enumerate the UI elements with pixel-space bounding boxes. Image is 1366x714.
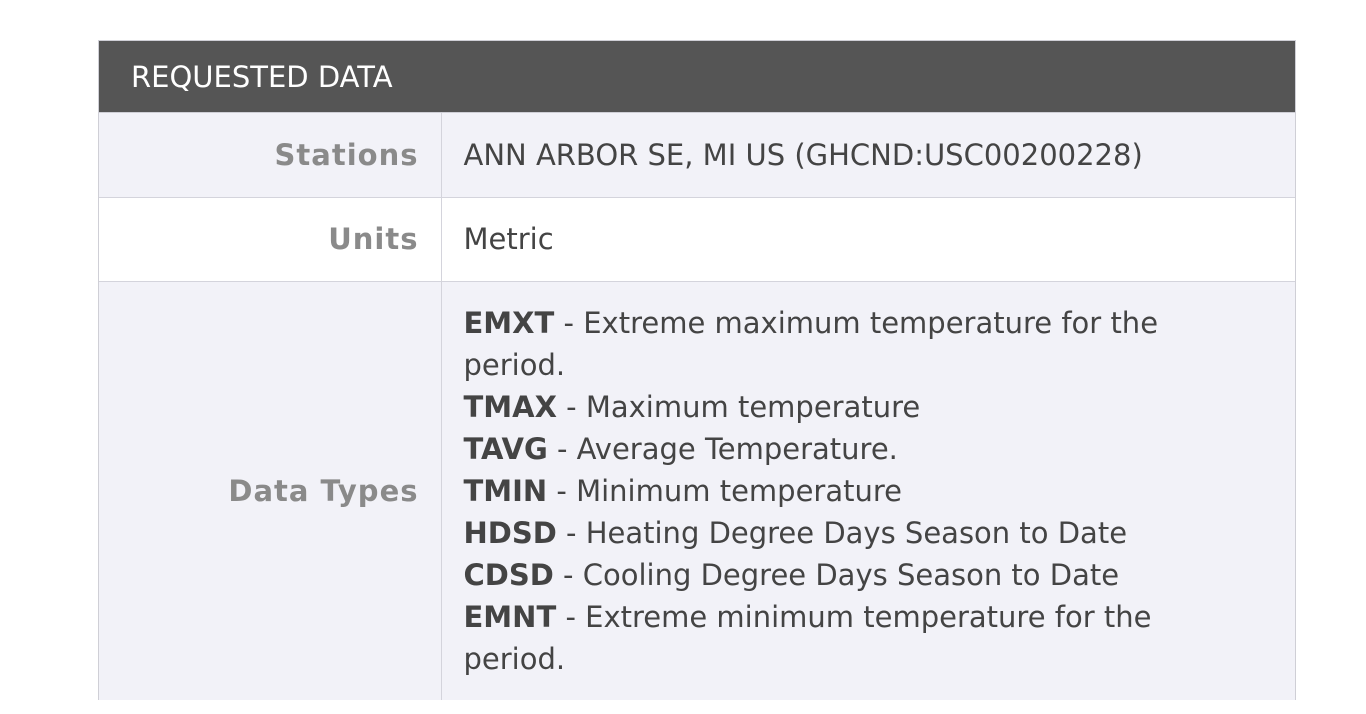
data-types-value: EMXT - Extreme maximum temperature for t…	[441, 280, 1295, 700]
data-type-code: CDSD	[463, 557, 554, 592]
data-type-code: TMAX	[463, 389, 557, 424]
list-item: HDSD - Heating Degree Days Season to Dat…	[464, 512, 1195, 554]
requested-data-table: Stations ANN ARBOR SE, MI US (GHCND:USC0…	[99, 113, 1295, 700]
units-label: Units	[99, 196, 442, 281]
data-type-code: EMXT	[463, 305, 555, 340]
panel-title: REQUESTED DATA	[99, 41, 1295, 113]
data-type-code: EMNT	[463, 599, 557, 634]
list-item: TAVG - Average Temperature.	[464, 428, 1195, 470]
data-type-description: - Extreme maximum temperature for the pe…	[463, 305, 1159, 382]
stations-value: ANN ARBOR SE, MI US (GHCND:USC00200228)	[441, 113, 1295, 197]
data-type-description: - Heating Degree Days Season to Date	[556, 515, 1128, 550]
stations-label: Stations	[99, 113, 442, 197]
data-type-description: - Average Temperature.	[547, 431, 898, 466]
units-value: Metric	[441, 196, 1295, 281]
data-type-code: TAVG	[463, 431, 548, 466]
table-row-data-types: Data Types EMXT - Extreme maximum temper…	[99, 280, 1295, 700]
list-item: CDSD - Cooling Degree Days Season to Dat…	[464, 554, 1195, 596]
list-item: TMIN - Minimum temperature	[464, 470, 1195, 512]
data-type-code: TMIN	[463, 473, 548, 508]
list-item: TMAX - Maximum temperature	[464, 386, 1195, 428]
table-row-units: Units Metric	[99, 196, 1295, 281]
requested-data-panel: REQUESTED DATA Stations ANN ARBOR SE, MI…	[98, 40, 1296, 700]
table-row-stations: Stations ANN ARBOR SE, MI US (GHCND:USC0…	[99, 113, 1295, 197]
data-types-list: EMXT - Extreme maximum temperature for t…	[464, 302, 1295, 680]
data-type-description: - Minimum temperature	[547, 473, 902, 508]
list-item: EMXT - Extreme maximum temperature for t…	[464, 302, 1195, 386]
data-type-description: - Cooling Degree Days Season to Date	[553, 557, 1120, 592]
data-type-code: HDSD	[463, 515, 557, 550]
list-item: EMNT - Extreme minimum temperature for t…	[464, 596, 1195, 680]
data-type-description: - Maximum temperature	[556, 389, 921, 424]
data-types-label: Data Types	[99, 280, 442, 700]
data-type-description: - Extreme minimum temperature for the pe…	[463, 599, 1152, 676]
